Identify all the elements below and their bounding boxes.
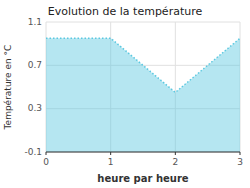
x-tick-label: 0 — [43, 157, 49, 167]
grid — [46, 22, 240, 152]
x-tick-label: 1 — [108, 157, 114, 167]
y-grid-line — [46, 22, 240, 23]
y-tick-label: 0.3 — [28, 103, 42, 113]
y-tick-label: 1.1 — [28, 17, 42, 27]
x-tick-label: 2 — [172, 157, 178, 167]
x-axis-label: heure par heure — [97, 173, 188, 184]
line — [46, 38, 240, 92]
y-axis-label: Température en °C — [3, 45, 13, 131]
y-grid-line — [46, 152, 240, 153]
y-tick-label: -0.1 — [24, 147, 42, 157]
title: Evolution de la température — [48, 5, 203, 18]
x-tick-label: 3 — [237, 157, 243, 167]
chart: -0.1 0.3 0.7 1.1 0 1 2 3 heure par heure Températ… — [0, 0, 250, 188]
x-tick — [110, 152, 111, 155]
x-tick — [240, 152, 241, 155]
axes: -0.1 0.3 0.7 1.1 0 1 2 3 — [24, 17, 242, 168]
x-tick — [175, 152, 176, 155]
y-tick-label: 0.7 — [28, 60, 42, 70]
chart-container: -0.1 0.3 0.7 1.1 0 1 2 3 heure par heure Températ… — [0, 0, 250, 188]
area — [46, 38, 240, 152]
x-tick — [46, 152, 47, 155]
plot-area — [46, 38, 240, 152]
x-axis-line — [46, 152, 240, 153]
